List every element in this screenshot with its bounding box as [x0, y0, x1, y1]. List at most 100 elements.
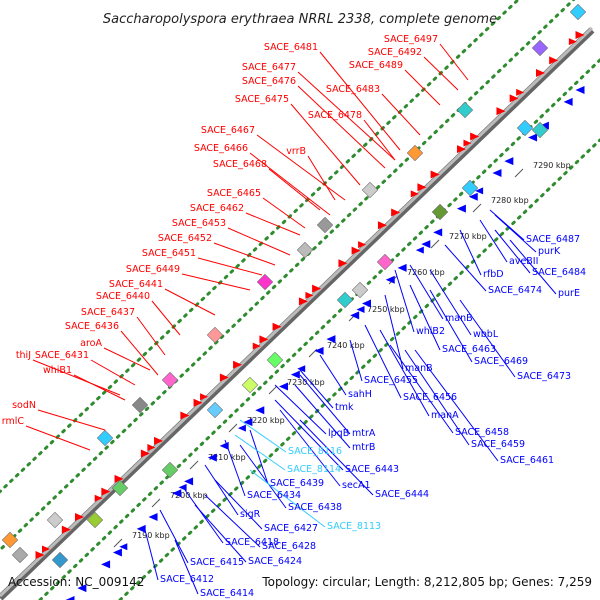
gene-block	[161, 461, 179, 479]
forward-gene-label: SACE_6489	[349, 60, 403, 71]
reverse-gene-arrow	[528, 133, 538, 142]
gene-block	[131, 396, 149, 414]
forward-gene-arrow	[338, 259, 348, 268]
reverse-gene-label-leader	[299, 369, 334, 409]
forward-gene-label: SACE_6478	[308, 110, 362, 121]
forward-gene-arrow	[193, 398, 203, 407]
forward-gene-label-leader	[290, 103, 361, 186]
forward-gene-arrow	[456, 145, 466, 154]
reverse-gene-label-leader	[239, 444, 287, 509]
gene-block	[336, 291, 354, 309]
reverse-gene-arrow	[385, 275, 395, 284]
forward-gene-label: sodN	[12, 400, 36, 411]
forward-gene-label-leader	[439, 43, 469, 81]
kbp-label: 7250 kbp	[367, 305, 405, 314]
forward-gene-arrow	[35, 551, 45, 559]
reverse-gene-arrow	[243, 418, 253, 427]
gene-block	[376, 253, 394, 271]
forward-gene-label-leader	[32, 359, 121, 396]
kbp-label: 7260 kbp	[407, 268, 445, 277]
forward-gene-arrow	[496, 107, 506, 116]
reverse-gene-arrow	[575, 86, 585, 94]
forward-gene-arrow	[575, 31, 585, 39]
reverse-gene-label: mtrA	[352, 428, 376, 439]
reverse-gene-label: purK	[538, 246, 561, 257]
reverse-gene-arrow	[290, 370, 300, 379]
forward-gene-label-leader	[381, 93, 421, 136]
reverse-gene-label-leader	[384, 294, 404, 370]
forward-gene-arrow	[430, 170, 440, 179]
gene-block	[1, 531, 19, 549]
forward-gene-label-leader	[245, 212, 301, 236]
reverse-gene-label-leader	[194, 504, 247, 563]
forward-gene-label: SACE_6462	[190, 203, 244, 214]
reverse-gene-label: SACE_6461	[500, 455, 554, 466]
forward-gene-arrow	[252, 342, 261, 350]
kbp-label: 7190 kbp	[132, 531, 170, 540]
kbp-tick-mark	[228, 423, 238, 433]
forward-gene-arrow	[509, 94, 519, 103]
reverse-gene-label-leader	[319, 354, 347, 396]
forward-gene-label-leader	[319, 51, 401, 151]
reverse-gene-label: secA1	[342, 480, 371, 491]
kbp-tick-mark	[268, 385, 278, 395]
reverse-gene-label: SACE_6455	[364, 375, 418, 386]
rna-gene-label: SACE_8116	[288, 446, 342, 457]
forward-gene-arrow	[305, 291, 314, 299]
reverse-gene-label: SACE_6487	[526, 234, 580, 245]
reverse-gene-label: lpqB	[328, 428, 349, 439]
rna-gene-label-leader	[239, 419, 287, 453]
reverse-gene-label-leader	[394, 269, 415, 333]
reverse-gene-label-leader	[159, 509, 189, 564]
reverse-gene-arrow	[326, 335, 336, 344]
forward-gene-arrow	[233, 360, 243, 369]
reverse-gene-label-leader	[299, 419, 374, 496]
forward-gene-arrow	[180, 411, 190, 420]
forward-gene-arrow	[417, 183, 427, 192]
reverse-gene-label-leader	[349, 339, 363, 382]
reverse-gene-label: wbbL	[473, 329, 499, 340]
forward-gene-arrow	[410, 190, 419, 198]
forward-gene-arrow	[470, 132, 480, 141]
dotted-guide	[118, 138, 600, 600]
reverse-gene-arrow	[504, 157, 514, 166]
reverse-gene-label: SACE_6456	[403, 392, 457, 403]
forward-gene-label-leader	[164, 288, 216, 316]
reverse-gene-arrow	[350, 311, 360, 320]
reverse-gene-label-leader	[204, 494, 261, 548]
reverse-gene-arrow	[178, 483, 187, 491]
reverse-gene-label-leader	[364, 324, 402, 399]
forward-gene-arrow	[61, 525, 71, 534]
forward-gene-label: SACE_6431	[35, 350, 89, 361]
reverse-gene-label: SACE_6463	[442, 344, 496, 355]
forward-gene-arrow	[535, 69, 545, 78]
kbp-tick-mark	[472, 203, 482, 213]
forward-gene-label-leader	[268, 168, 321, 211]
reverse-gene-label-leader	[299, 374, 351, 435]
reverse-gene-arrow	[101, 560, 111, 569]
gene-block	[46, 511, 64, 529]
dotted-guide	[0, 0, 576, 550]
reverse-gene-label: manA	[431, 410, 459, 421]
reverse-gene-label: SACE_6459	[471, 439, 525, 450]
reverse-gene-arrow	[362, 299, 372, 308]
forward-gene-arrow	[272, 322, 282, 331]
gene-labels: SACE_6497 SACE_6492 SACE_6481 SACE_6489 SACE…	[2, 34, 586, 599]
gene-block	[461, 179, 479, 197]
reverse-gene-label-leader	[429, 269, 472, 336]
reverse-gene-label-leader	[389, 344, 454, 434]
gene-features	[1, 3, 587, 600]
reverse-gene-label-leader	[494, 229, 531, 274]
gene-block	[161, 371, 179, 389]
forward-gene-label-leader	[307, 155, 336, 201]
forward-gene-label-leader	[37, 409, 106, 431]
forward-gene-label: SACE_6481	[264, 42, 318, 53]
forward-gene-arrow	[259, 335, 269, 344]
reverse-gene-label: SACE_6443	[345, 464, 399, 475]
reverse-gene-label: purE	[558, 288, 580, 299]
forward-gene-label-leader	[90, 359, 136, 386]
forward-gene-label-leader	[136, 316, 166, 356]
kbp-tick-mark	[189, 460, 199, 470]
forward-gene-label: whiB1	[43, 365, 72, 376]
